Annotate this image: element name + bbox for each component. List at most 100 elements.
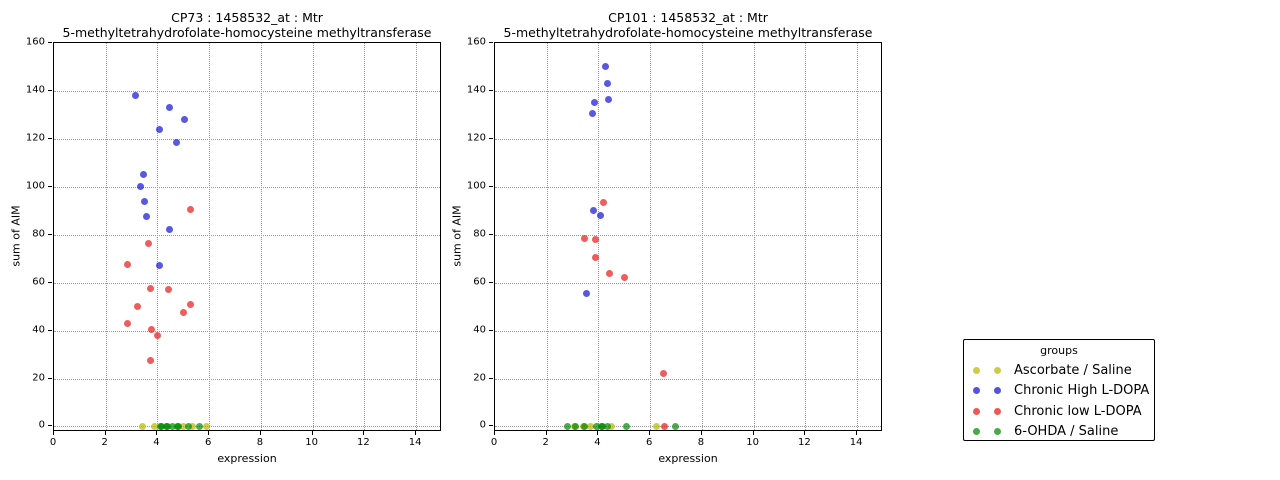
y-tick-label: 0 [479,419,486,431]
data-point [590,207,598,215]
data-point [623,422,631,430]
axis-tick [48,89,52,91]
legend-item: Chronic High L-DOPA [964,381,1154,402]
data-point [583,289,591,297]
data-point [155,125,163,133]
data-point [588,110,596,118]
axis-tick [489,42,493,43]
data-point [168,422,176,430]
data-point [620,274,628,282]
gridline [495,186,881,188]
axis-tick [48,377,52,379]
x-axis-label: expression [658,452,718,465]
axis-tick [489,137,493,139]
legend-item-label: Chronic low L-DOPA [1014,403,1142,419]
axis-tick [48,42,52,43]
x-tick-label: 0 [490,437,498,448]
y-tick-label: 40 [473,324,486,336]
axis-tick [48,233,52,235]
y-tick-label: 20 [32,372,45,384]
legend-item-label: Ascorbate / Saline [1014,362,1132,378]
gridline [54,186,440,188]
gridline [260,43,262,430]
gridline [54,426,440,428]
data-point [605,269,613,277]
axis-tick [597,431,599,435]
data-point [602,63,610,71]
x-tick-label: 14 [408,437,422,448]
legend-marker-icon [994,407,1001,415]
x-tick-label: 0 [49,437,57,448]
legend: groups Ascorbate / Saline Chronic High L-… [963,339,1155,441]
x-tick-label: 10 [305,437,319,448]
gridline [495,90,881,92]
axis-tick [489,89,493,91]
gridline [54,282,440,284]
axis-tick [363,431,365,435]
data-point [147,357,155,365]
data-point [148,325,156,333]
legend-marker-icon [973,428,980,436]
gridline [54,90,440,92]
y-tick-label: 100 [466,180,486,192]
legend-marker-icon [994,366,1001,374]
gridline [701,43,703,430]
legend-item: Ascorbate / Saline [964,360,1154,381]
x-tick-label: 6 [646,437,653,448]
y-tick-label: 120 [466,132,486,144]
axis-tick [208,431,210,435]
data-point [652,422,660,430]
y-tick-label: 140 [466,84,486,96]
y-tick-label: 80 [473,228,486,240]
axis-tick [489,329,493,331]
gridline [416,43,418,430]
data-point [189,422,197,430]
plot-title: CP73 : 1458532_at : Mtr 5-methyltetrahyd… [63,10,432,40]
plot-title-line2: 5-methyltetrahydrofolate-homocysteine me… [503,25,873,40]
data-point [180,309,188,317]
axis-tick [804,431,806,435]
gridline [209,43,211,430]
gridline [54,234,440,236]
data-point [124,319,132,327]
data-point [163,422,171,430]
plot-area [53,42,441,431]
data-point [132,92,140,100]
gridline [857,43,859,430]
data-point [593,422,601,430]
y-axis-label: sum of AIM [450,205,464,267]
data-point [600,198,608,206]
gridline [650,43,652,430]
legend-marker-icon [994,387,1001,395]
gridline [495,282,881,284]
axis-tick [53,431,54,435]
data-point [165,225,173,233]
data-point [203,422,211,430]
legend-item-label: 6-OHDA / Saline [1014,424,1119,440]
y-tick-label: 20 [473,372,486,384]
data-point [181,116,189,124]
gridline [495,234,881,236]
data-point [123,261,131,269]
x-tick-label: 12 [357,437,370,448]
plot-area [494,42,882,431]
data-point [165,104,173,112]
axis-tick [700,431,702,435]
axis-tick [649,431,651,435]
legend-item: 6-OHDA / Saline [964,422,1154,443]
y-tick-label: 160 [466,36,486,48]
legend-title: groups [1040,344,1078,357]
data-point [605,95,613,103]
data-point [604,422,612,430]
gridline [312,43,314,430]
axis-tick [489,185,493,187]
legend-marker-icon [973,407,980,415]
y-tick-label: 140 [25,84,45,96]
axis-tick [104,431,106,435]
y-tick-label: 100 [25,180,45,192]
plot-title-line2: 5-methyltetrahydrofolate-homocysteine me… [62,25,432,40]
data-point [139,422,147,430]
legend-item: Chronic low L-DOPA [964,401,1154,422]
y-tick-label: 60 [32,276,45,288]
y-tick-label: 40 [32,324,45,336]
